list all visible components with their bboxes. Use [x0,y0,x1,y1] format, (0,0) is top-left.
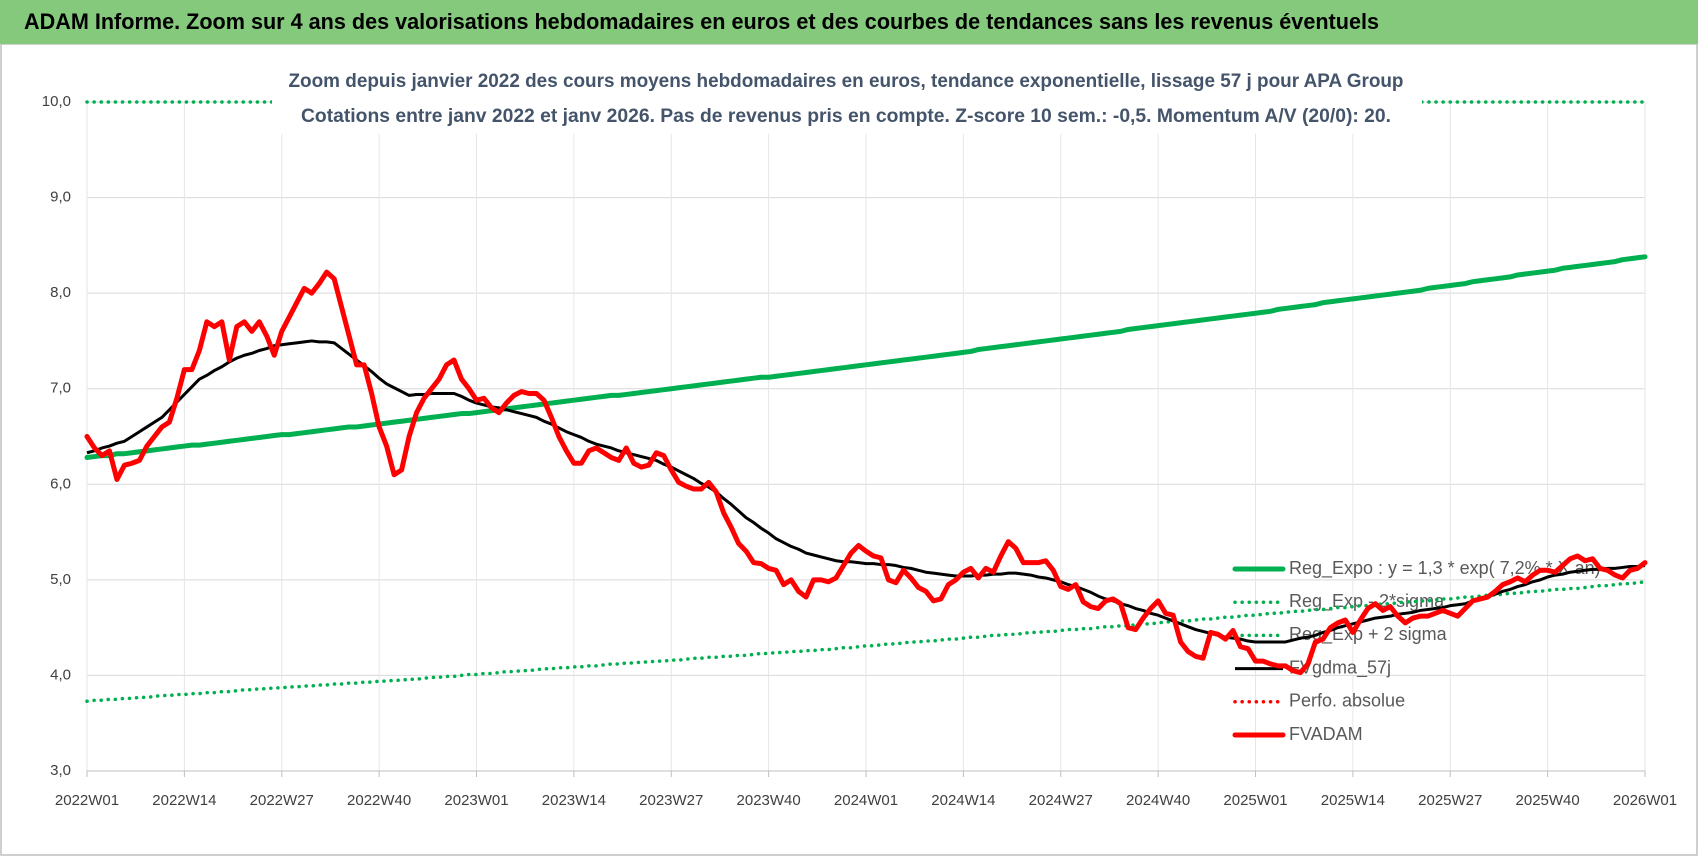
x-tick-label: 2023W14 [542,792,606,809]
x-tick-label: 2023W27 [639,792,703,809]
series-line [85,580,1647,703]
x-tick-label: 2024W27 [1029,792,1093,809]
x-tick-label: 2024W14 [931,792,995,809]
x-tick-label: 2023W40 [737,792,801,809]
x-tick-label: 2024W40 [1126,792,1190,809]
x-tick-label: 2025W27 [1418,792,1482,809]
legend-label: Perfo. absolue [1289,691,1405,711]
legend-label: Reg_Expo : y = 1,3 * exp( 7,2% * X an) [1289,558,1601,579]
header-title: ADAM Informe. Zoom sur 4 ans des valoris… [24,9,1379,34]
series-line [84,254,1648,461]
chart-title: Zoom depuis janvier 2022 des cours moyen… [289,71,1404,92]
y-tick-label: 10,0 [42,93,71,110]
x-tick-label: 2026W01 [1613,792,1677,809]
legend-label: FVADAM [1289,724,1363,744]
y-tick-label: 8,0 [50,284,71,301]
title-box [272,66,1422,134]
y-tick-label: 4,0 [50,666,71,683]
x-tick-label: 2022W14 [152,792,216,809]
series-line [84,269,1648,676]
x-tick-label: 2024W01 [834,792,898,809]
x-tick-label: 2022W01 [55,792,119,809]
x-tick-label: 2022W27 [250,792,314,809]
y-tick-label: 5,0 [50,571,71,588]
x-tick-label: 2025W40 [1516,792,1580,809]
series-line [86,339,1646,644]
plot: 3,0 4,0 5,0 6,0 7,0 8,0 9,0 10,0 2022W01 2022W14 2… [42,93,1677,809]
y-tick-label: 9,0 [50,189,71,206]
legend-label: FVgdma_57j [1289,657,1391,678]
legend-label: Reg_Exp - 2*sigma [1289,591,1445,612]
chart-frame [0,43,1698,856]
x-tick-label: 2022W40 [347,792,411,809]
x-tick-label: 2025W14 [1321,792,1385,809]
x-tick-label: 2025W01 [1223,792,1287,809]
y-tick-label: 3,0 [50,762,71,779]
x-tick-label: 2023W01 [444,792,508,809]
chart-subtitle: Cotations entre janv 2022 et janv 2026. … [301,106,1391,127]
header-bar [0,0,1698,44]
y-tick-label: 6,0 [50,475,71,492]
y-tick-label: 7,0 [50,380,71,397]
